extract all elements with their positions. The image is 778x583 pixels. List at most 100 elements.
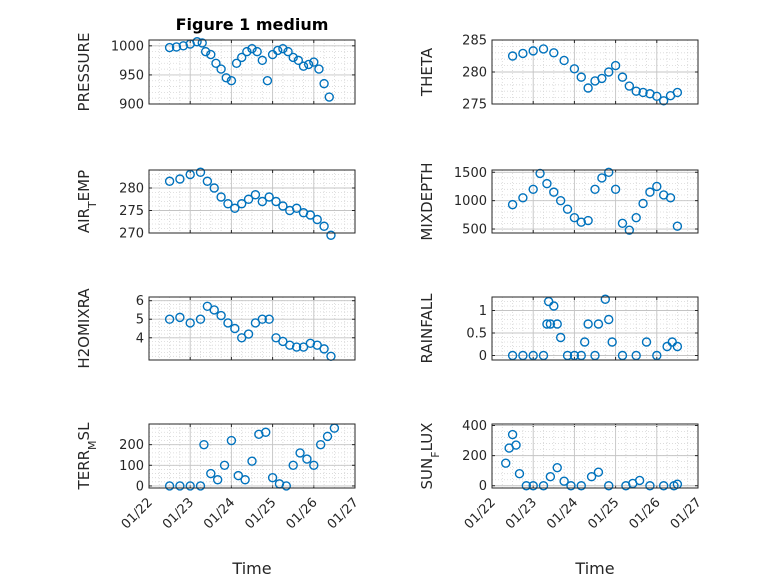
y-tick-label: 6 [136,294,144,309]
data-point [569,64,580,74]
data-point [164,481,175,491]
data-point [264,314,274,324]
data-point [631,86,641,96]
data-point [293,55,304,66]
data-point [549,48,559,58]
data-point [538,481,549,491]
data-point [604,314,614,325]
data-point [624,81,635,91]
data-point [283,46,293,57]
data-point [552,462,562,473]
data-point [638,87,648,98]
data-point [288,460,298,470]
data-point [555,332,566,343]
data-point [262,76,273,86]
data-point [624,225,635,235]
y-axis-label: H2OMIXRA [75,288,93,369]
data-point [185,481,195,491]
data-point [319,221,329,231]
data-point [209,305,219,315]
data-point [261,427,271,437]
data-point [645,187,655,197]
data-point [257,314,267,324]
data-point [267,472,278,483]
data-point [319,78,329,89]
data-point [278,44,288,54]
y-tick-label: 100 [119,459,144,474]
data-point [562,204,573,214]
data-point [221,73,231,83]
data-point [672,221,683,231]
data-point [211,58,221,68]
data-point [552,319,562,329]
data-point [576,481,586,491]
data-point [672,341,683,352]
data-point [545,472,556,482]
data-point [247,44,257,54]
data-point [216,310,226,321]
data-point [171,42,182,52]
data-point [195,314,206,324]
data-point [535,168,545,179]
data-point [528,481,538,491]
axes-frame [491,423,699,489]
data-point [597,73,607,84]
axes-frame [491,296,699,361]
data-point [240,475,250,485]
data-point [305,338,316,349]
y-axis-label: THETA [418,47,436,97]
data-point [511,440,521,450]
subplot-6: 0 0.5 1 RAINFALL [418,293,699,364]
data-point [559,55,569,66]
y-axis-label: SUNFLUX [418,423,442,490]
axes-frame [491,39,699,105]
data-point [617,72,628,82]
data-point [549,187,559,197]
data-point [236,199,247,209]
data-point [271,196,281,207]
data-point [617,218,628,229]
y-tick-label: 275 [462,98,487,113]
data-point [590,184,600,194]
y-axis-label: TERRMSL [75,422,99,491]
data-point [312,214,322,225]
y-tick-label: 4 [136,331,144,346]
data-point [175,312,185,323]
y-tick-label: 0 [479,349,487,364]
data-point [652,181,662,192]
data-point [303,59,314,70]
y-tick-label: 5 [136,313,144,328]
subplot-4: 500 1000 1500 MIXDEPTH [418,162,699,241]
data-point [185,318,195,328]
data-point [257,196,267,207]
data-point [216,64,226,74]
data-point [175,174,185,184]
data-point [583,83,593,93]
y-tick-label: 900 [119,98,144,113]
data-point [164,42,175,53]
data-point [507,51,518,61]
data-point [178,41,189,51]
data-point [212,475,223,485]
data-point [219,460,230,470]
data-point [597,173,607,183]
y-tick-label: 280 [462,66,487,81]
y-axis-label: MIXDEPTH [418,162,436,240]
data-point [309,460,319,470]
data-point [542,319,552,329]
data-point [231,58,242,68]
data-point [223,318,233,328]
data-point [549,301,559,311]
data-point [195,167,206,177]
y-tick-label: 200 [119,438,144,453]
data-point [604,167,614,177]
data-point [195,481,206,491]
data-point [206,49,216,60]
data-point [199,439,209,450]
data-point [514,468,525,479]
data-point [302,454,312,464]
data-point [658,96,669,106]
data-point [233,470,243,481]
data-point [569,212,580,223]
data-point [528,46,538,56]
